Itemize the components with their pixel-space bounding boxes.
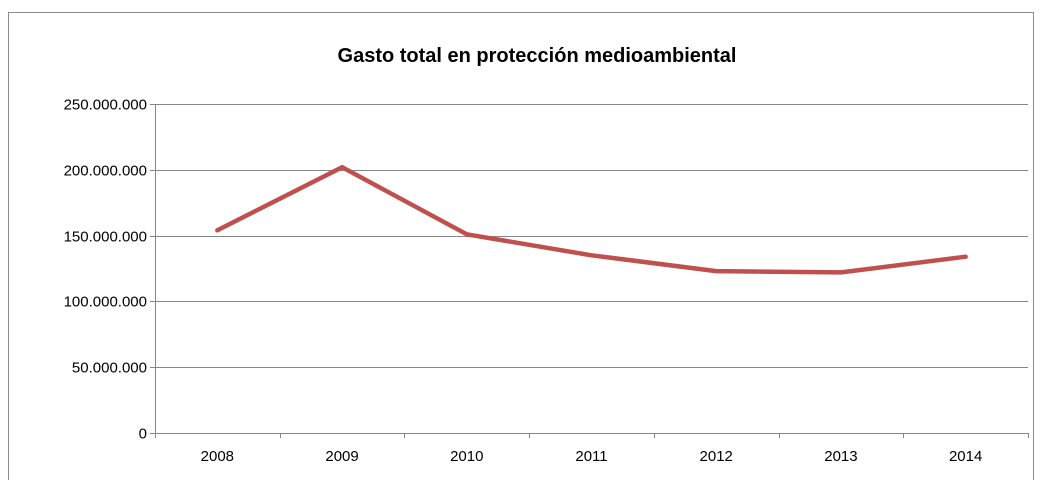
data-point	[464, 232, 469, 237]
y-tick-label: 200.000.000	[64, 163, 147, 180]
x-tick-label: 2012	[700, 448, 733, 465]
y-tick-label: 50.000.000	[72, 360, 147, 377]
chart-frame	[8, 12, 1034, 480]
y-tick-label: 100.000.000	[64, 294, 147, 311]
x-tick-label: 2014	[949, 448, 982, 465]
x-tick-label: 2011	[575, 448, 607, 465]
x-tick-label: 2009	[325, 448, 358, 465]
x-tick-label: 2010	[450, 448, 483, 465]
data-point	[963, 254, 968, 259]
x-tick-label: 2008	[201, 448, 234, 465]
data-point	[714, 269, 719, 274]
y-tick-label: 150.000.000	[64, 229, 147, 246]
data-point	[589, 253, 594, 258]
y-tick-label: 250.000.000	[64, 97, 147, 114]
data-point	[838, 270, 843, 275]
data-point	[340, 165, 345, 170]
series-layer	[215, 164, 968, 275]
data-point	[215, 228, 220, 233]
tick-labels: 0 50.000.000 100.000.000 150.000.000 200.000…	[64, 97, 983, 466]
chart-title: Gasto total en protección medioambiental	[338, 45, 737, 67]
axes	[150, 104, 1029, 438]
x-tick-label: 2013	[824, 448, 857, 465]
gridlines	[155, 104, 1028, 368]
y-tick-label: 0	[139, 426, 147, 443]
